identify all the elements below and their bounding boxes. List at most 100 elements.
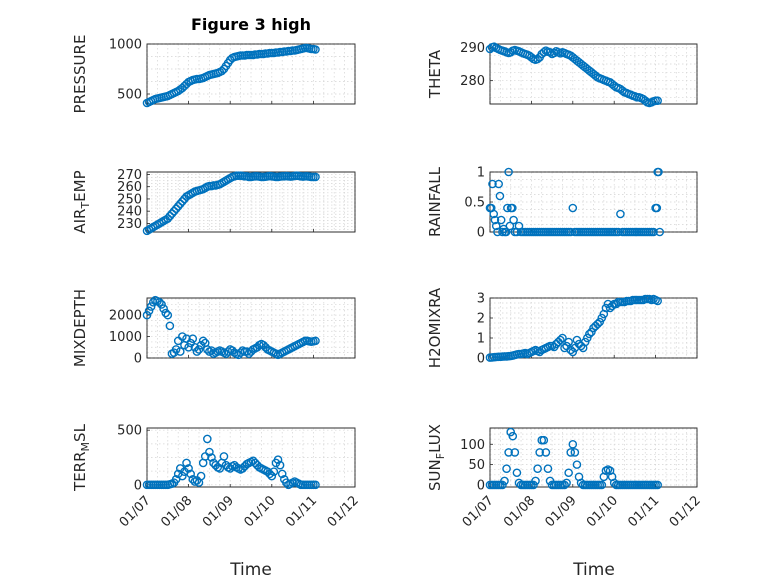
data-point [311, 172, 320, 182]
data-point [566, 448, 576, 457]
y-tick-label: 1000 [109, 38, 142, 53]
panel-terr-msl: 0 500 01/07 01/08 01/09 01/10 01/11 01/12 TERRMS… [71, 423, 362, 530]
y-axis-label: TERRMSL [71, 423, 92, 492]
data-point [163, 310, 173, 320]
data-point [198, 336, 208, 346]
data-point [186, 469, 195, 479]
data-point [654, 167, 663, 177]
data-point [531, 476, 540, 486]
data-point [560, 480, 569, 490]
data-point [165, 321, 175, 331]
x-axis-label-left: Time [229, 560, 272, 580]
data-point [556, 335, 565, 345]
y-tick-label: 0.5 [464, 196, 485, 211]
data-point [184, 342, 193, 352]
data-point [175, 347, 185, 356]
data-point [495, 191, 505, 201]
data-point [652, 203, 662, 213]
data-point [558, 333, 567, 343]
data-point [512, 468, 522, 478]
data-point [607, 301, 617, 311]
panel-sun-flux: 0 50 100 01/07 01/08 01/09 01/10 01/11 01/12 SUNF… [426, 424, 704, 530]
data-point [489, 209, 499, 219]
x-tick-label: 01/12 [667, 493, 704, 530]
grid-lines [489, 44, 698, 104]
data-point [275, 460, 285, 470]
x-tick-label: 01/07 [460, 493, 497, 530]
data-point [533, 464, 542, 473]
y-tick-label: 500 [117, 424, 142, 439]
data-point [494, 179, 503, 189]
data-point [655, 227, 665, 237]
data-point [277, 469, 287, 479]
data-point [488, 179, 497, 189]
data-point [653, 480, 662, 490]
y-tick-label: 500 [117, 88, 142, 103]
data-point [159, 304, 168, 314]
y-axis-label: RAINFALL [426, 166, 444, 237]
y-axis-label: SUNFLUX [426, 424, 447, 491]
data-point [223, 347, 233, 356]
axes-frame [489, 297, 698, 359]
data-point [498, 480, 507, 490]
data-point [155, 297, 164, 307]
data-point [539, 435, 549, 445]
data-point [217, 66, 227, 76]
series-theta [485, 42, 662, 108]
data-point [614, 227, 623, 237]
data-point [545, 48, 555, 57]
data-point [148, 297, 158, 307]
data-point [311, 480, 320, 490]
data-point [529, 480, 538, 490]
panel-theta: 280 290 THETA [426, 41, 698, 108]
x-tick-label: 01/08 [158, 493, 195, 530]
axes-frame [146, 171, 356, 233]
data-point [509, 215, 518, 225]
x-tick-label: 01/12 [325, 493, 362, 530]
data-point [146, 302, 156, 311]
y-tick-label: 0 [477, 352, 485, 367]
series-terr-msl [142, 434, 320, 490]
data-point [161, 308, 171, 318]
data-point [616, 209, 625, 219]
data-point [564, 337, 573, 347]
y-tick-label: 1 [477, 166, 485, 181]
data-point [543, 464, 553, 473]
data-point [535, 448, 544, 457]
data-point [508, 203, 517, 213]
data-point [568, 203, 578, 213]
data-point [173, 201, 183, 211]
y-tick-label: 270 [117, 168, 142, 183]
data-point [649, 227, 658, 237]
data-point [541, 448, 551, 457]
data-point [490, 215, 500, 225]
data-point [508, 431, 518, 441]
data-point [282, 478, 291, 487]
data-point [539, 48, 549, 57]
data-point [533, 54, 542, 64]
grid-lines [489, 428, 698, 487]
data-point [273, 455, 283, 464]
data-point [564, 468, 573, 478]
data-point [311, 336, 320, 346]
y-tick-label: 0 [477, 226, 485, 241]
data-point [142, 310, 152, 320]
y-tick-label: 50 [468, 458, 485, 473]
x-tick-label: 01/11 [625, 493, 662, 530]
y-tick-label: 1000 [109, 330, 142, 345]
data-point [504, 167, 513, 177]
y-tick-label: 0 [134, 352, 142, 367]
data-point [165, 211, 175, 221]
axes-frame [146, 43, 356, 105]
series-h2omixra [485, 294, 662, 362]
data-point [510, 448, 520, 457]
data-point [196, 471, 206, 481]
data-point [491, 221, 501, 231]
series-mixdepth [142, 295, 320, 360]
data-point [562, 478, 571, 488]
y-tick-label: 1 [477, 332, 485, 347]
data-point [157, 300, 166, 309]
data-point [504, 448, 513, 457]
data-point [175, 199, 185, 209]
data-point [184, 464, 193, 473]
